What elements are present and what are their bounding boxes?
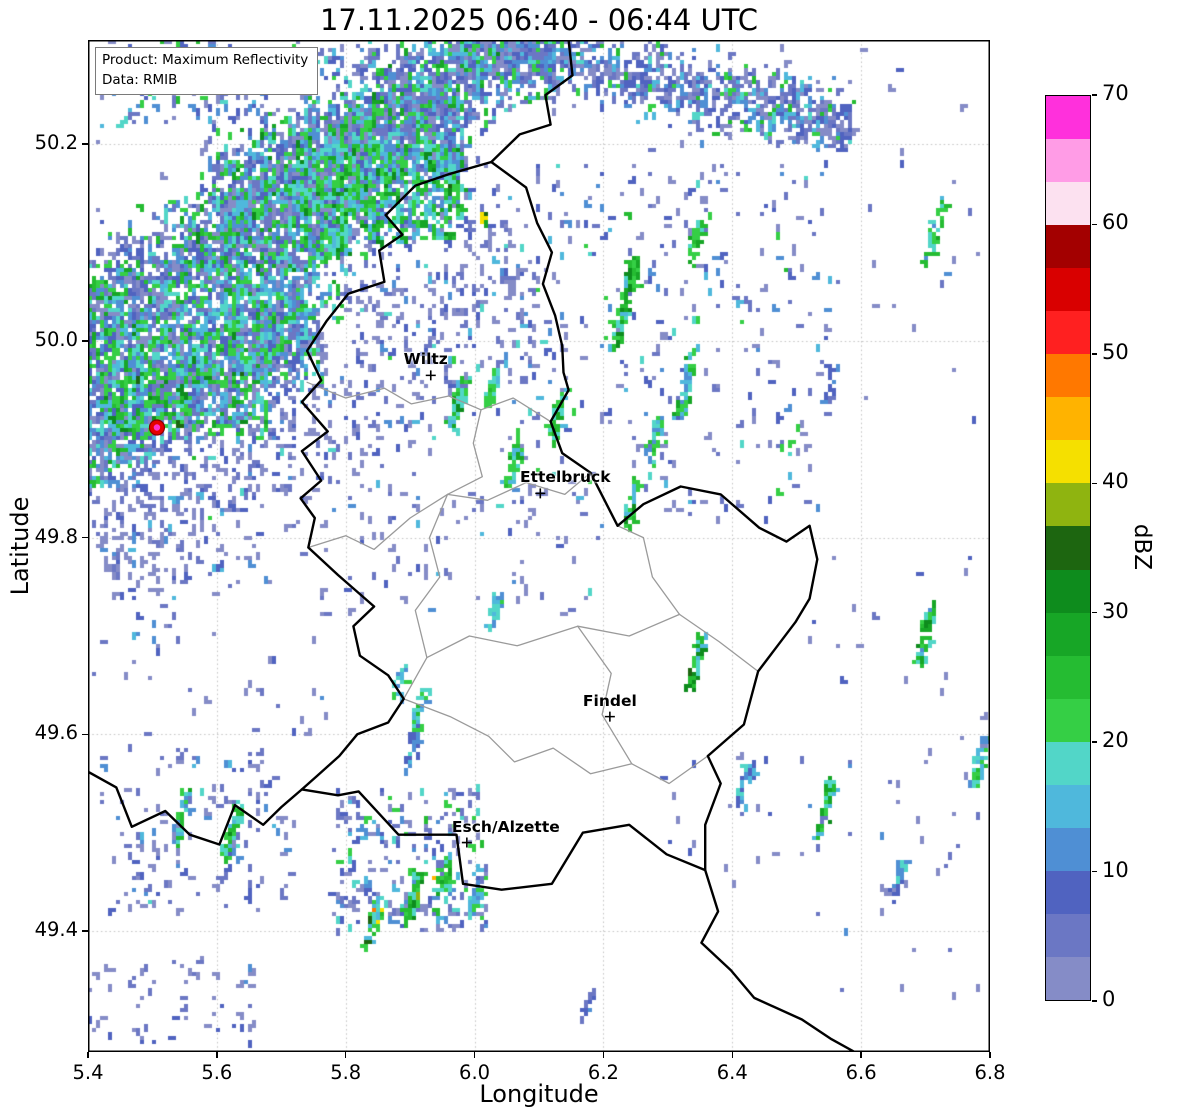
colorbar-tick-mark [1092, 1000, 1097, 1002]
y-tick-mark [82, 143, 88, 145]
colorbar-tick-label: 0 [1102, 987, 1116, 1011]
city-label: Ettelbruck [520, 468, 611, 487]
colorbar-segment [1046, 526, 1090, 570]
x-tick-mark [216, 1052, 218, 1058]
x-tick-mark [989, 1052, 991, 1058]
colorbar-tick-mark [1092, 741, 1097, 743]
x-tick-mark [860, 1052, 862, 1058]
colorbar-segment [1046, 96, 1090, 140]
colorbar-segment [1046, 698, 1090, 742]
district-border-line [403, 493, 449, 700]
colorbar [1045, 95, 1091, 1001]
y-tick-label: 50.2 [34, 131, 78, 155]
x-tick-label: 5.8 [330, 1061, 362, 1084]
colorbar-segment [1046, 397, 1090, 441]
colorbar-segment [1046, 784, 1090, 828]
district-border-line [446, 409, 483, 496]
country-border-line [299, 160, 819, 891]
radar-site-marker-core [153, 424, 161, 431]
x-tick-mark [344, 1052, 347, 1058]
city-label: Wiltz [403, 350, 448, 369]
colorbar-segment [1046, 354, 1090, 398]
map-borders-overlay [88, 40, 990, 1052]
district-border-line [426, 613, 759, 673]
radar-echo-layer [88, 40, 990, 1052]
x-tick-mark [87, 1052, 89, 1058]
colorbar-tick-label: 50 [1102, 339, 1129, 364]
x-tick-label: 6.2 [587, 1061, 619, 1084]
district-border-line [616, 525, 681, 616]
data-source-line: Data: RMIB [102, 71, 178, 88]
colorbar-tick-label: 30 [1102, 598, 1129, 623]
country-border-line [490, 40, 574, 164]
colorbar-segment [1046, 139, 1090, 183]
colorbar-tick-label: 40 [1102, 469, 1129, 494]
x-tick-mark [731, 1052, 734, 1058]
district-border-line [306, 381, 552, 423]
city-plus-marker [425, 370, 436, 381]
city-label: Esch/Alzette [451, 817, 560, 836]
x-tick-label: 6.8 [974, 1061, 1006, 1084]
colorbar-segment [1046, 913, 1090, 957]
district-border-line [577, 625, 633, 765]
map-plot-area: Product: Maximum Reflectivity Data: RMIB… [88, 40, 990, 1052]
y-tick-label: 49.4 [34, 918, 78, 942]
x-tick-label: 6.4 [716, 1061, 748, 1084]
colorbar-tick-mark [1092, 223, 1097, 226]
colorbar-segment [1046, 956, 1090, 1000]
colorbar-tick-label: 70 [1102, 81, 1129, 105]
y-tick-label: 49.8 [34, 524, 78, 548]
city-plus-marker [461, 837, 472, 848]
x-tick-label: 6.0 [459, 1061, 491, 1084]
colorbar-tick-label: 10 [1102, 857, 1129, 882]
colorbar-segment [1046, 268, 1090, 312]
y-tick-mark [82, 733, 88, 736]
colorbar-segment [1046, 827, 1090, 871]
colorbar-tick-label: 20 [1102, 728, 1129, 753]
x-axis-label: Longitude [479, 1080, 599, 1108]
colorbar-label: dBZ [1129, 523, 1155, 571]
y-tick-mark [82, 930, 88, 932]
colorbar-tick-label: 60 [1102, 210, 1129, 235]
country-border-line [700, 868, 856, 1052]
colorbar-segment [1046, 311, 1090, 355]
y-tick-mark [82, 340, 88, 342]
colorbar-segment [1046, 741, 1090, 785]
colorbar-segment [1046, 182, 1090, 226]
city-plus-marker [604, 711, 615, 722]
y-tick-label: 49.6 [34, 721, 78, 745]
plot-frame [88, 40, 990, 1052]
y-tick-mark [82, 536, 88, 539]
x-tick-label: 5.6 [201, 1061, 233, 1084]
colorbar-segment [1046, 612, 1090, 656]
colorbar-segment [1046, 655, 1090, 699]
colorbar-tick-mark [1092, 870, 1097, 873]
district-border-line [403, 698, 709, 785]
colorbar-tick-mark [1092, 482, 1097, 485]
product-info-box: Product: Maximum Reflectivity Data: RMIB [95, 47, 319, 96]
country-border-line [88, 770, 304, 846]
city-label: Findel [582, 691, 637, 710]
colorbar-tick-mark [1092, 353, 1097, 355]
product-info-line: Product: Maximum Reflectivity [102, 52, 309, 68]
colorbar-segment [1046, 225, 1090, 269]
figure-title: 17.11.2025 06:40 - 06:44 UTC [319, 3, 759, 37]
colorbar-segment [1046, 483, 1090, 527]
x-tick-label: 5.4 [72, 1061, 104, 1084]
colorbar-segment [1046, 870, 1090, 914]
colorbar-segment [1046, 569, 1090, 613]
x-tick-label: 6.6 [845, 1061, 877, 1084]
colorbar-segment [1046, 440, 1090, 484]
y-tick-label: 50.0 [34, 327, 78, 351]
colorbar-tick-mark [1092, 94, 1097, 96]
colorbar-tick-mark [1092, 611, 1097, 614]
city-plus-marker [535, 488, 546, 499]
x-tick-mark [602, 1052, 605, 1058]
x-tick-mark [473, 1052, 476, 1058]
